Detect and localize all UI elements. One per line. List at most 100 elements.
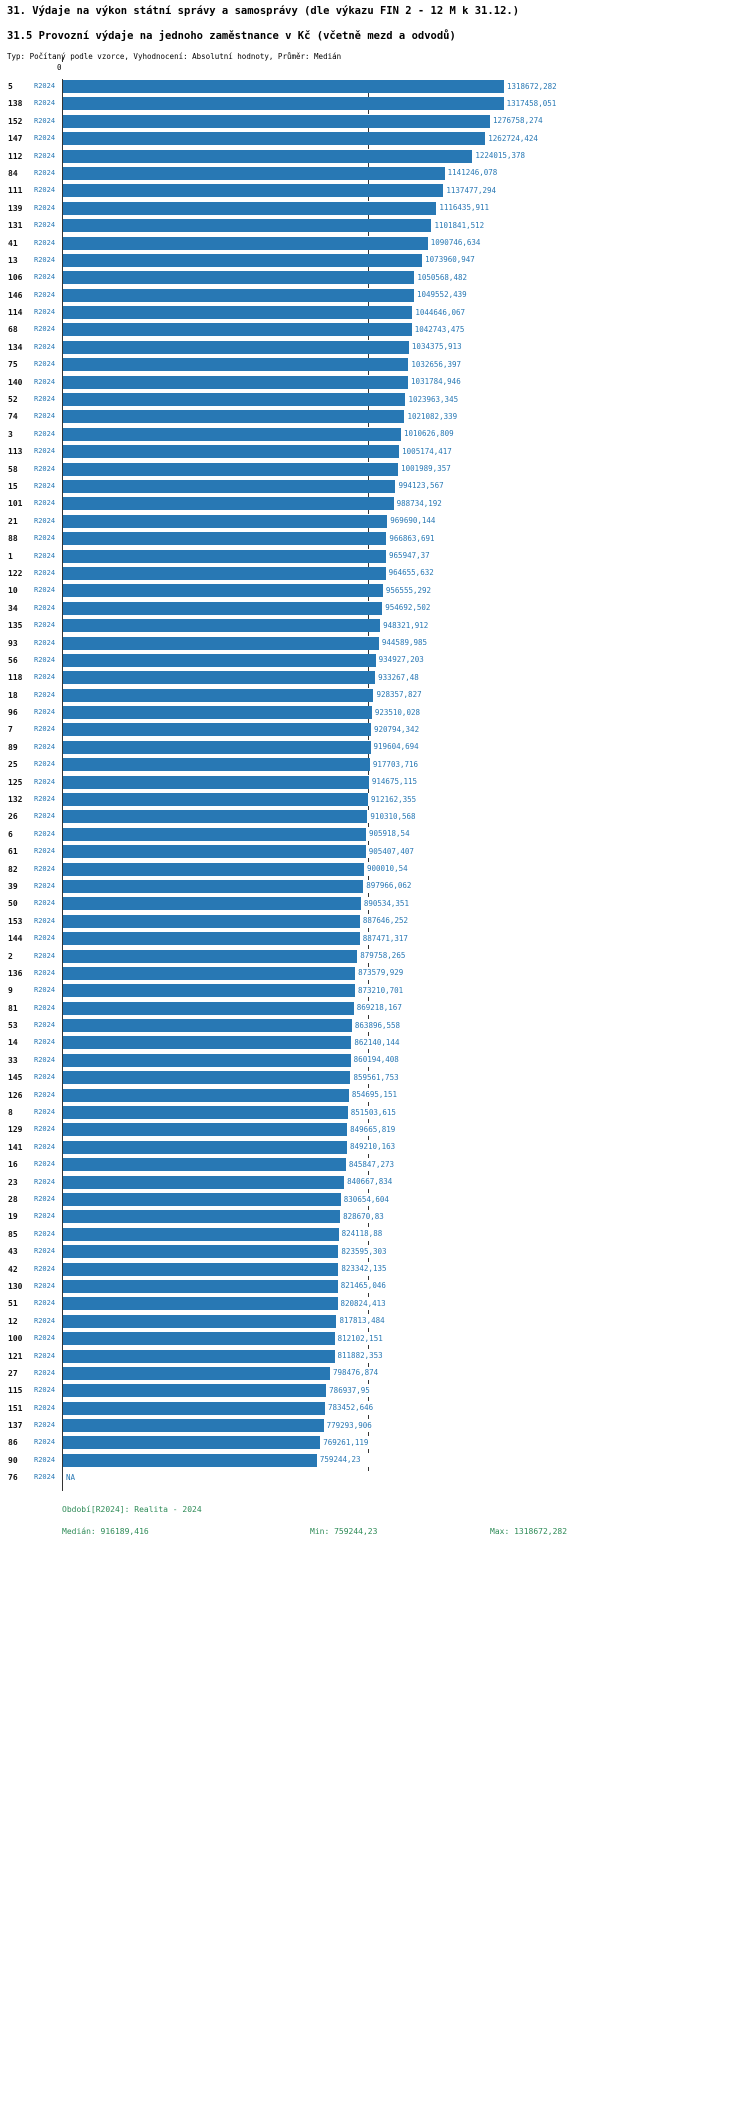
value-bar[interactable] [63, 1140, 347, 1154]
footer-min-label: Min: 759244,23 [310, 1527, 378, 1536]
value-bar[interactable] [63, 1262, 339, 1276]
value-bar[interactable] [63, 688, 374, 702]
value-bar[interactable] [63, 636, 379, 650]
value-bar[interactable] [63, 1019, 352, 1033]
value-bar[interactable] [63, 1158, 346, 1172]
value-bar[interactable] [63, 149, 473, 163]
value-bar[interactable] [63, 1419, 324, 1433]
bar-row: 138 R2024 1317458,051 [0, 97, 750, 115]
value-bar[interactable] [63, 671, 376, 685]
value-label: 1073960,947 [425, 255, 475, 265]
value-bar[interactable] [63, 1123, 348, 1137]
value-bar[interactable] [63, 288, 414, 302]
value-bar[interactable] [63, 758, 370, 772]
value-bar[interactable] [63, 1193, 341, 1206]
value-bar[interactable] [63, 775, 369, 789]
value-bar[interactable] [63, 1036, 352, 1050]
bar-row: 9 R2024 873210,701 [0, 984, 750, 1002]
value-bar[interactable] [63, 566, 386, 580]
value-bar[interactable] [63, 1001, 354, 1015]
value-bar[interactable] [63, 1332, 335, 1346]
row-id-label: 139 [8, 203, 23, 213]
value-bar[interactable] [63, 375, 409, 389]
value-bar[interactable] [63, 445, 400, 459]
value-bar[interactable] [63, 1088, 349, 1102]
value-bar[interactable] [63, 793, 369, 807]
value-bar[interactable] [63, 427, 401, 441]
value-bar[interactable] [63, 549, 387, 563]
value-bar[interactable] [63, 271, 415, 285]
value-label: 1031784,946 [411, 377, 461, 387]
value-bar[interactable] [63, 479, 396, 493]
median-tick [368, 1275, 370, 1280]
value-bar[interactable] [63, 1279, 338, 1293]
value-bar[interactable] [63, 1366, 331, 1380]
value-bar[interactable] [63, 1297, 338, 1311]
value-bar[interactable] [63, 1384, 327, 1398]
median-tick [368, 371, 370, 376]
value-bar[interactable] [63, 1053, 351, 1067]
value-bar[interactable] [63, 706, 372, 720]
value-bar[interactable] [63, 1245, 339, 1259]
bar-track: 1042743,475 [62, 323, 750, 341]
value-bar[interactable] [63, 1071, 351, 1085]
value-bar[interactable] [63, 532, 387, 546]
value-bar[interactable] [63, 1314, 337, 1328]
value-bar[interactable] [63, 410, 405, 424]
value-bar[interactable] [63, 201, 437, 215]
value-bar[interactable] [63, 1436, 321, 1450]
value-bar[interactable] [63, 184, 444, 198]
value-bar[interactable] [63, 514, 388, 528]
value-bar[interactable] [63, 601, 383, 615]
bar-track: 900010,54 [62, 862, 750, 880]
value-bar[interactable] [63, 862, 364, 876]
value-bar[interactable] [63, 949, 358, 963]
value-bar[interactable] [63, 1401, 325, 1415]
value-bar[interactable] [63, 897, 361, 911]
value-bar[interactable] [63, 253, 423, 267]
value-bar[interactable] [63, 1227, 339, 1241]
value-bar[interactable] [63, 914, 360, 928]
value-bar[interactable] [63, 653, 376, 667]
series-label: R2024 [34, 1073, 56, 1082]
value-bar[interactable] [63, 97, 504, 111]
value-bar[interactable] [63, 1349, 335, 1363]
median-tick [368, 353, 370, 358]
value-bar[interactable] [63, 462, 399, 476]
bar-row: 112 R2024 1224015,378 [0, 149, 750, 167]
value-label: 821465,046 [340, 1281, 386, 1291]
value-bar[interactable] [63, 1175, 345, 1189]
value-bar[interactable] [63, 497, 394, 511]
value-bar[interactable] [63, 984, 356, 998]
value-bar[interactable] [63, 80, 504, 93]
value-bar[interactable] [63, 845, 366, 859]
value-bar[interactable] [63, 166, 445, 180]
value-bar[interactable] [63, 723, 371, 737]
value-bar[interactable] [63, 236, 428, 250]
value-bar[interactable] [63, 740, 371, 754]
value-bar[interactable] [63, 932, 360, 946]
value-bar[interactable] [63, 1453, 317, 1467]
value-bar[interactable] [63, 340, 409, 354]
value-bar[interactable] [63, 132, 486, 146]
series-label: R2024 [34, 655, 56, 664]
value-bar[interactable] [63, 1210, 341, 1224]
value-bar[interactable] [63, 827, 366, 841]
value-bar[interactable] [63, 619, 381, 633]
value-bar[interactable] [63, 966, 356, 980]
value-bar[interactable] [63, 114, 490, 128]
value-bar[interactable] [63, 306, 413, 320]
value-bar[interactable] [63, 219, 432, 233]
value-bar[interactable] [63, 584, 383, 598]
value-bar[interactable] [63, 879, 364, 893]
median-tick [368, 753, 370, 758]
value-bar[interactable] [63, 323, 412, 337]
bar-track: 1050568,482 [62, 271, 750, 289]
value-bar[interactable] [63, 1106, 348, 1120]
value-bar[interactable] [63, 393, 406, 407]
bar-track: 1023963,345 [62, 393, 750, 411]
series-label: R2024 [34, 1142, 56, 1151]
value-bar[interactable] [63, 810, 368, 824]
value-bar[interactable] [63, 358, 409, 372]
series-label: R2024 [34, 221, 56, 230]
